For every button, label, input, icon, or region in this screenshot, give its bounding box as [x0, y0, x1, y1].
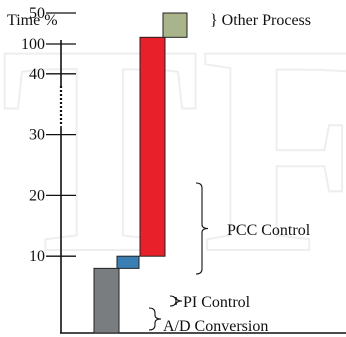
brace-pi-control — [169, 295, 183, 307]
annotation-pcc-control: PCC Control — [227, 222, 311, 239]
bar-a-d-conversion — [93, 267, 120, 334]
bars — [93, 12, 188, 334]
y-tick-label-40: 40 — [29, 66, 45, 83]
watermark: TFC — [0, 0, 346, 316]
y-tick-label-10: 10 — [29, 248, 45, 265]
annotations: } Other Process PCC Control PI Control A/D … — [148, 12, 311, 335]
annotation-ad-conversion: A/D Conversion — [163, 318, 268, 335]
bar-pcc-control — [139, 36, 166, 257]
axes: Time % 10 20 30 40 50 100 — [7, 5, 346, 334]
bar-other-process — [162, 12, 188, 38]
bar-pi-control — [116, 255, 140, 269]
y-tick-label-50: 50 — [29, 5, 45, 22]
y-tick-label-20: 20 — [29, 187, 45, 204]
annotation-pi-control: PI Control — [183, 294, 251, 311]
y-tick-label-100: 100 — [21, 36, 45, 53]
brace-ad-conversion — [148, 307, 162, 331]
annotation-other-process: } Other Process — [210, 12, 311, 29]
y-tick-label-30: 30 — [29, 127, 45, 144]
watermark-text: TFC — [0, 0, 346, 316]
brace-pcc-control — [195, 182, 209, 275]
y-axis-title: Time % — [7, 12, 58, 29]
